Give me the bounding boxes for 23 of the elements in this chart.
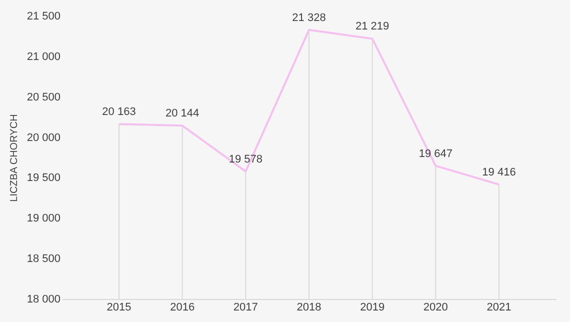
y-tick-label: 20 000 [26, 132, 60, 144]
x-tick-label: 2016 [170, 302, 195, 314]
y-tick-label: 18 000 [26, 294, 60, 306]
x-tick-label: 2020 [423, 302, 448, 314]
y-tick-label: 21 000 [26, 50, 60, 63]
data-label: 20 144 [166, 108, 200, 120]
x-tick-label: 2015 [106, 302, 132, 314]
y-tick-label: 19 000 [26, 212, 60, 225]
data-label: 19 416 [482, 166, 516, 179]
data-label: 19 578 [228, 153, 262, 166]
y-tick-label: 19 500 [26, 172, 60, 184]
y-axis-title: LICZBA CHORYCH [8, 114, 20, 202]
y-tick-label: 20 500 [26, 91, 60, 104]
data-label: 20 163 [102, 106, 136, 118]
x-tick-label: 2018 [296, 302, 322, 314]
y-tick-label: 18 500 [26, 253, 60, 266]
x-tick-label: 2017 [233, 302, 258, 314]
y-tick-label: 21 500 [26, 10, 60, 22]
data-label: 21 328 [292, 12, 326, 24]
data-label: 19 647 [418, 148, 452, 160]
data-label: 21 219 [356, 20, 390, 33]
x-tick-label: 2019 [360, 302, 385, 314]
x-tick-label: 2021 [486, 302, 512, 314]
